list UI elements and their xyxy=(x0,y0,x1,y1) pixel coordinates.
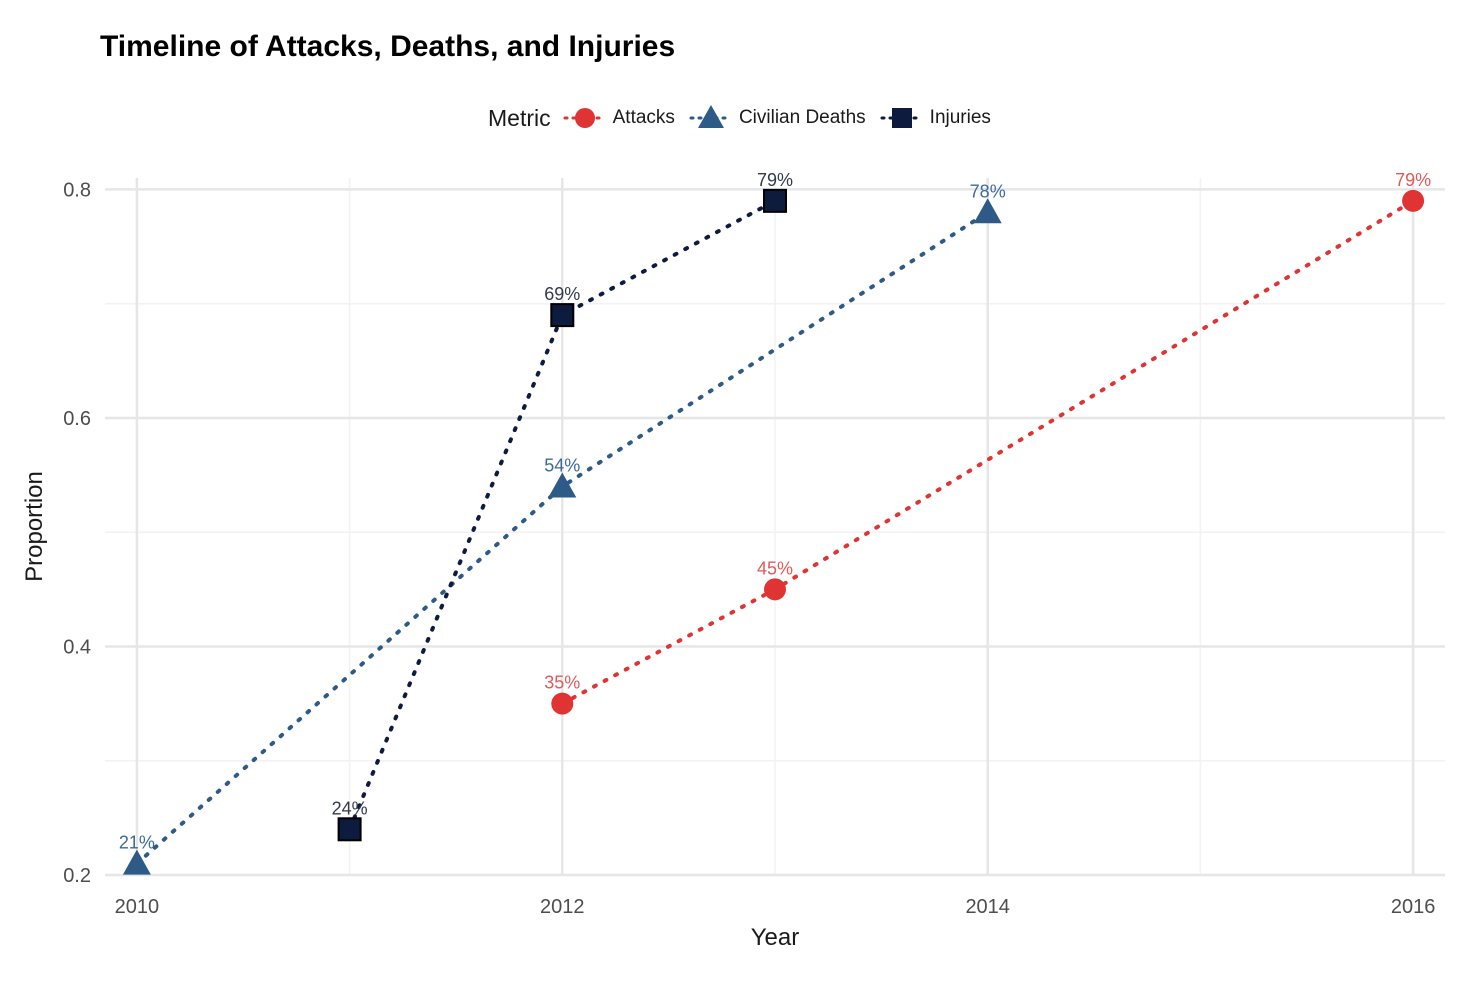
data-point xyxy=(548,472,577,498)
data-point xyxy=(764,578,786,601)
legend-item-attacks: Attacks xyxy=(563,100,675,136)
legend-item-injuries: Injuries xyxy=(880,100,991,136)
data-point xyxy=(550,303,575,328)
x-tick-label: 2016 xyxy=(1391,896,1436,918)
x-axis-title: Year xyxy=(751,924,800,951)
chart-title: Timeline of Attacks, Deaths, and Injurie… xyxy=(100,30,676,63)
y-axis-title: Proportion xyxy=(21,471,48,582)
y-tick-label: 0.4 xyxy=(63,636,91,658)
data-label: 69% xyxy=(544,284,580,304)
data-label: 78% xyxy=(970,181,1006,201)
data-point xyxy=(551,692,574,715)
legend-item-civilian-deaths: Civilian Deaths xyxy=(689,100,866,136)
legend-key-square-icon xyxy=(880,108,924,128)
x-tick-label: 2014 xyxy=(965,896,1010,918)
y-tick-label: 0.8 xyxy=(63,179,91,201)
legend-label-civilian-deaths: Civilian Deaths xyxy=(738,107,866,128)
x-tick-label: 2010 xyxy=(115,896,160,918)
data-point xyxy=(1402,189,1425,212)
data-point xyxy=(122,849,151,875)
legend-key-triangle-icon xyxy=(689,105,733,128)
legend-label-attacks: Attacks xyxy=(612,107,675,128)
data-label: 54% xyxy=(544,456,580,476)
data-label: 79% xyxy=(757,170,793,190)
legend: Metric Attacks Civilian Deaths Injuries xyxy=(488,100,1005,136)
data-label: 79% xyxy=(1395,170,1431,190)
data-label: 21% xyxy=(119,833,155,853)
y-tick-label: 0.2 xyxy=(63,865,91,887)
legend-title: Metric xyxy=(488,104,551,131)
data-point xyxy=(973,198,1002,224)
x-tick-label: 2012 xyxy=(540,896,585,918)
legend-label-injuries: Injuries xyxy=(929,107,991,128)
data-label: 35% xyxy=(544,673,580,693)
legend-key-circle-icon xyxy=(563,108,607,128)
data-label: 45% xyxy=(757,558,793,578)
y-tick-label: 0.6 xyxy=(63,408,91,430)
data-label: 24% xyxy=(332,798,368,818)
data-point xyxy=(763,188,787,213)
data-point xyxy=(337,817,362,842)
